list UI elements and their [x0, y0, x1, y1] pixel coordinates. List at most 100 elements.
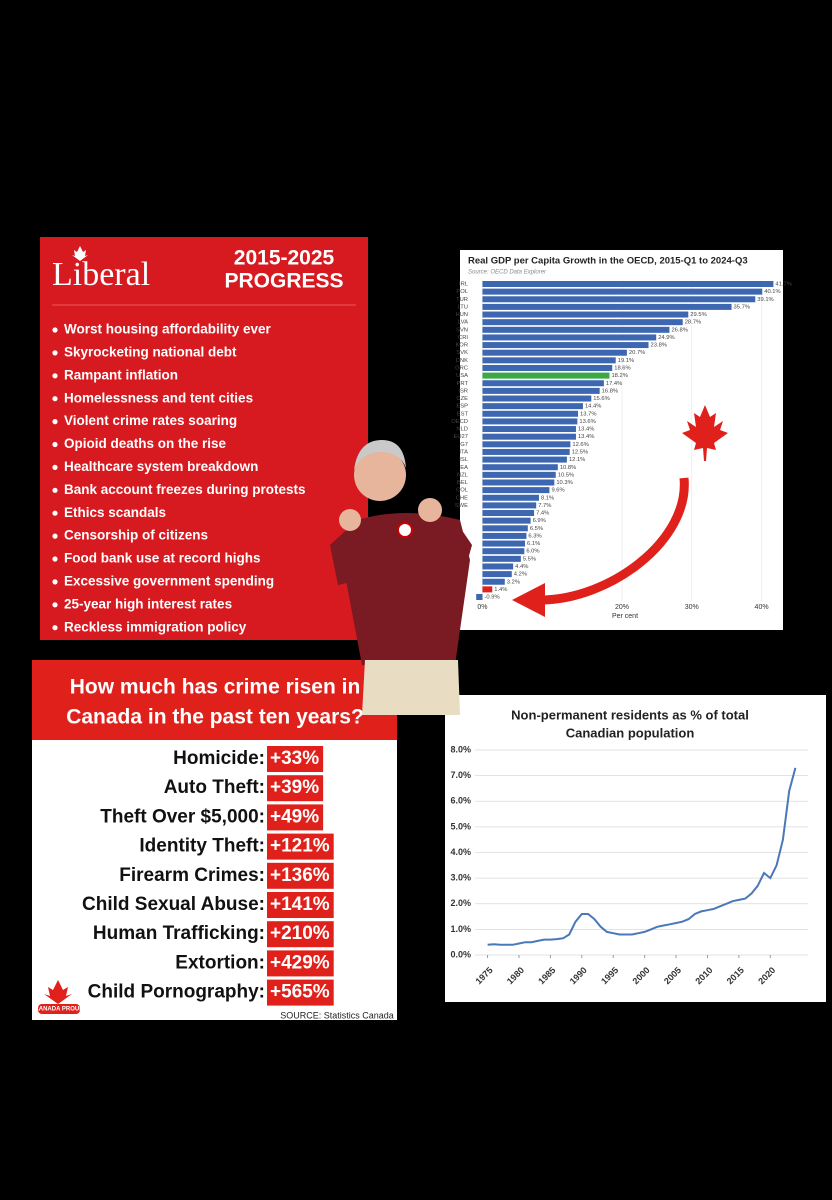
value-label: 18.2%: [611, 373, 627, 379]
bar: [482, 448, 570, 455]
bullet: [52, 533, 58, 539]
bar: [482, 571, 512, 578]
bullet: [52, 487, 58, 493]
value-label: 13.4%: [578, 427, 594, 433]
list-item: Healthcare system breakdown: [64, 459, 258, 474]
gdp-plot: 0% 20% 30% 40% IRL 41.7% POL 40.1% TUR 39.1% LTU 35…: [451, 280, 792, 611]
bullet: [52, 373, 58, 379]
list-item: Ethics scandals: [64, 505, 166, 520]
y-tick-label: POL: [456, 289, 468, 295]
crime-label: Identity Theft:: [139, 836, 265, 857]
value-label: 10.8%: [560, 465, 576, 471]
crime-label: Theft Over $5,000:: [100, 806, 265, 827]
y-tick-label: 1.0%: [450, 924, 471, 934]
crime-label: Child Pornography:: [88, 982, 265, 1003]
y-tick-label: CZE: [456, 396, 468, 402]
bar: [482, 387, 600, 394]
y-tick-label: CRI: [458, 335, 468, 341]
bullet: [52, 327, 58, 333]
crime-label: Extortion:: [175, 952, 265, 973]
liberal-logo: Liberal: [52, 256, 150, 293]
bar: [482, 296, 756, 303]
panel-heading: 2015-2025: [234, 247, 335, 270]
crime-value: +121%: [270, 836, 330, 857]
crime-header: [32, 660, 397, 740]
y-tick-label: OECD: [451, 419, 468, 425]
bullet: [52, 579, 58, 585]
person-photo: [330, 440, 472, 715]
maple-leaf: [682, 405, 728, 461]
value-label: 5.5%: [523, 556, 536, 562]
bar: [482, 281, 774, 287]
y-tick-label: CHE: [456, 495, 468, 501]
x-tick-label: 30%: [685, 604, 699, 611]
value-label: 17.4%: [606, 381, 622, 387]
bullet: [52, 510, 58, 516]
bullet: [52, 625, 58, 631]
value-label: 7.4%: [536, 511, 549, 517]
y-tick-label: USA: [456, 373, 468, 379]
list-item: Food bank use at record highs: [64, 551, 261, 566]
y-tick-label: ESP: [456, 404, 468, 410]
crime-label: Human Trafficking:: [93, 923, 265, 944]
y-tick-label: 2.0%: [450, 898, 471, 908]
bar: [482, 380, 604, 387]
y-tick-label: KOR: [455, 343, 468, 349]
crime-label: Homicide:: [173, 748, 265, 769]
value-label: 23.8%: [651, 343, 667, 349]
chart-subtitle: Source: OECD Data Explorer: [468, 270, 547, 276]
bar: [482, 326, 670, 333]
bar: [482, 319, 683, 326]
crime-value: +136%: [270, 865, 330, 886]
crime-heading: Canada in the past ten years?: [66, 706, 364, 729]
bar: [482, 410, 579, 417]
bar: [482, 471, 556, 478]
crime-value-box: [267, 746, 324, 772]
value-label: 18.6%: [614, 366, 630, 372]
crime-value: +429%: [270, 952, 330, 973]
crime-value-box: [267, 804, 324, 831]
value-label: -0.9%: [484, 595, 499, 601]
y-tick-label: IRL: [459, 282, 469, 288]
value-label: 8.1%: [541, 495, 554, 501]
y-tick-label: 8.0%: [450, 744, 471, 754]
list-item: Rampant inflation: [64, 367, 178, 382]
bar: [482, 403, 583, 410]
bullet: [52, 556, 58, 562]
value-label: 12.6%: [572, 442, 588, 448]
crime-label: Child Sexual Abuse:: [82, 894, 265, 915]
crime-heading: How much has crime risen in: [70, 676, 361, 699]
value-label: 13.4%: [578, 434, 594, 440]
y-tick-label: TUR: [456, 297, 468, 303]
y-tick-label: 7.0%: [450, 770, 471, 780]
y-tick-label: NZL: [457, 472, 469, 478]
bar: [482, 433, 576, 440]
arrow: [539, 477, 689, 605]
y-tick-label: SWE: [455, 503, 468, 509]
bar: [482, 311, 689, 318]
list-item: Excessive government spending: [64, 573, 274, 588]
crime-value-box: [267, 979, 334, 1006]
list-item: Violent crime rates soaring: [64, 413, 237, 428]
bullet: [52, 350, 58, 356]
value-label: 20.7%: [629, 350, 645, 356]
crime-value: +565%: [270, 982, 330, 1003]
bar: [482, 357, 616, 364]
bullet: [52, 602, 58, 608]
bar: [482, 464, 558, 471]
list-item: Reckless immigration policy: [64, 619, 247, 634]
bar: [482, 548, 525, 555]
list-item: Homelessness and tent cities: [64, 390, 253, 405]
y-tick-label: 6.0%: [450, 796, 471, 806]
value-label: 39.1%: [757, 297, 773, 303]
crime-rows: Homicide: +33%Auto Theft: +39%Theft Over $…: [82, 746, 334, 1006]
crime-label: Auto Theft:: [164, 777, 265, 798]
chart-title: Non-permanent residents as % of total: [511, 707, 749, 722]
bar: [482, 563, 514, 570]
bar: [482, 395, 592, 402]
bar: [482, 525, 528, 532]
bar: [482, 479, 555, 486]
value-label: 6.5%: [530, 526, 543, 532]
value-label: 6.1%: [527, 541, 540, 547]
y-tick-label: SVN: [456, 327, 468, 333]
